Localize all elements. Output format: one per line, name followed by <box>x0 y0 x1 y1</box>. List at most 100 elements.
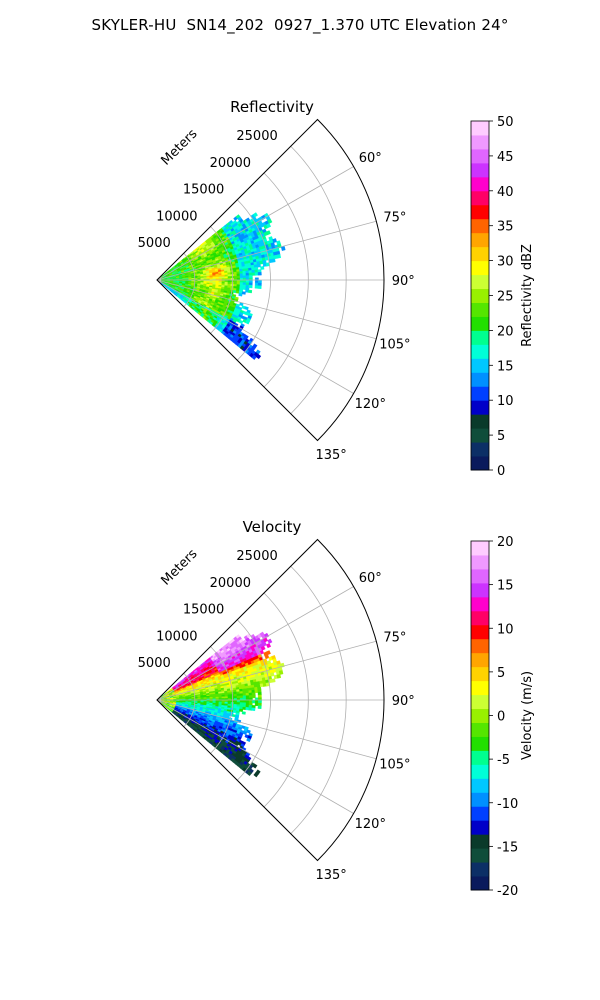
colorbar-tick-label: 30 <box>497 255 514 270</box>
range-tick-label: 10000 <box>156 209 197 224</box>
radar-echo-field <box>159 631 285 778</box>
colorbar-swatch <box>471 134 489 150</box>
colorbar-swatch <box>471 792 489 807</box>
colorbar-swatch <box>471 694 489 710</box>
colorbar-label: Velocity (m/s) <box>520 671 535 760</box>
range-tick-label: 5000 <box>138 236 171 251</box>
echo-gate <box>267 218 273 224</box>
colorbar-swatch <box>471 862 489 877</box>
echo-gate <box>266 643 272 649</box>
colorbar-label: Reflectivity dBZ <box>520 244 535 347</box>
colorbar-tick-label: 35 <box>497 220 514 235</box>
echo-gate <box>248 284 253 289</box>
echo-gate <box>263 632 270 639</box>
colorbar-swatch <box>471 218 489 234</box>
azimuth-tick-label: 120° <box>355 817 386 832</box>
azimuth-spoke <box>156 586 354 701</box>
echo-gate <box>253 772 259 778</box>
azimuth-tick-label: 105° <box>379 338 410 353</box>
echo-gate <box>257 705 262 710</box>
colorbar-swatch <box>471 834 489 849</box>
colorbar-swatch <box>471 610 489 626</box>
azimuth-tick-label: 135° <box>315 868 346 883</box>
azimuth-spoke <box>156 640 377 701</box>
panel-title: Reflectivity <box>230 98 314 116</box>
range-tick-label: 25000 <box>236 549 277 564</box>
echo-gate <box>252 212 258 218</box>
colorbar-tick-label: -15 <box>497 840 518 855</box>
colorbar-swatch <box>471 386 489 401</box>
echo-gate <box>257 285 262 290</box>
azimuth-tick-label: 75° <box>383 630 406 645</box>
colorbar-swatch <box>471 708 489 723</box>
echo-gate <box>241 291 246 295</box>
colorbar-swatch <box>471 652 489 668</box>
echo-gate <box>278 670 284 675</box>
azimuth-tick-label: 90° <box>392 274 415 289</box>
echo-gate <box>251 354 257 360</box>
sector-outline <box>156 118 385 442</box>
colorbar-swatch <box>471 820 489 835</box>
azimuth-tick-label: 75° <box>383 210 406 225</box>
colorbar: -20 -15 -10 -5 0 5 10 15 20 Velocity (m/s) <box>470 535 535 899</box>
range-axis-label: Meters <box>159 126 201 168</box>
echo-gate <box>251 700 256 704</box>
colorbar-swatch <box>471 246 489 262</box>
colorbar-swatch <box>471 316 489 331</box>
echo-gate <box>245 695 250 699</box>
echo-gate <box>265 650 271 656</box>
azimuth-spoke <box>156 220 377 281</box>
colorbar-swatch <box>471 638 489 654</box>
azimuth-tick-label: 120° <box>355 397 386 412</box>
range-tick-label: 10000 <box>156 629 197 644</box>
colorbar-swatch <box>471 176 489 192</box>
echo-gate <box>246 737 251 743</box>
colorbar-swatch <box>471 624 489 640</box>
range-tick-label: 15000 <box>183 603 224 618</box>
velocity-panel: Velocity 5000 10000 15000 20000 25000 60° 75° 90… <box>138 518 535 899</box>
colorbar-swatch <box>471 330 489 345</box>
echo-gate <box>276 674 282 679</box>
colorbar-tick-label: 10 <box>497 622 514 637</box>
colorbar-tick-label: 20 <box>497 324 514 339</box>
echo-gate <box>255 353 262 360</box>
colorbar-tick-label: -5 <box>497 753 510 768</box>
colorbar-tick-label: 15 <box>497 359 514 374</box>
radar-echo-field <box>159 212 286 360</box>
colorbar-swatch <box>471 541 489 556</box>
colorbar-swatch <box>471 121 489 136</box>
echo-gate <box>257 271 262 276</box>
echo-gate <box>251 694 256 699</box>
colorbar-swatch <box>471 666 489 682</box>
echo-gate <box>251 707 256 712</box>
echo-gate <box>244 306 249 311</box>
figure-title: SKYLER-HU SN14_202 0927_1.370 UTC Elevat… <box>91 16 509 34</box>
azimuth-spoke <box>156 279 354 394</box>
colorbar-swatch <box>471 736 489 751</box>
colorbar-swatch <box>471 372 489 387</box>
sector-outline <box>156 538 385 862</box>
colorbar-swatch <box>471 876 489 891</box>
azimuth-tick-label: 60° <box>359 571 382 586</box>
range-axis-label: Meters <box>159 546 201 588</box>
colorbar-swatch <box>471 568 489 584</box>
colorbar-swatch <box>471 722 489 737</box>
azimuth-spoke <box>156 166 354 281</box>
colorbar-tick-label: -20 <box>497 884 518 899</box>
echo-gate <box>245 320 250 325</box>
colorbar-swatch <box>471 190 489 206</box>
colorbar-swatch <box>471 274 489 290</box>
range-tick-label: 25000 <box>236 129 277 144</box>
echo-gate <box>267 638 273 644</box>
colorbar-tick-label: 15 <box>497 579 514 594</box>
range-tick-label: 5000 <box>138 656 171 671</box>
colorbar-tick-label: 40 <box>497 185 514 200</box>
colorbar-swatch <box>471 750 489 765</box>
colorbar-swatch <box>471 764 489 779</box>
colorbar-tick-label: 25 <box>497 290 514 305</box>
colorbar-swatch <box>471 344 489 359</box>
colorbar-swatch <box>471 400 489 415</box>
echo-gate <box>270 672 275 677</box>
panel-title: Velocity <box>243 518 302 536</box>
colorbar-swatch <box>471 848 489 863</box>
